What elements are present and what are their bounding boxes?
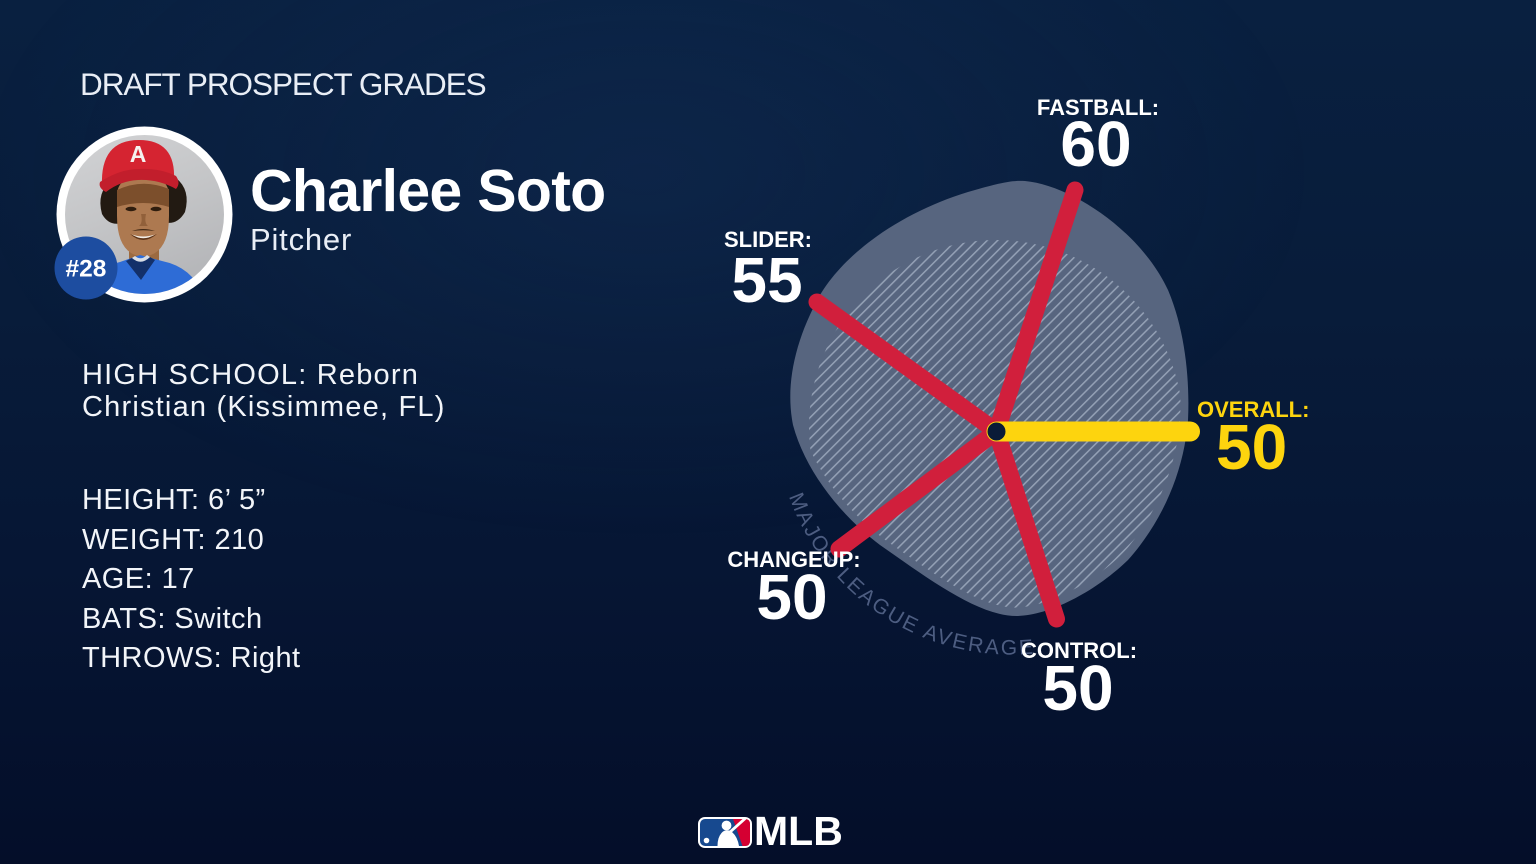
svg-text:#28: #28: [66, 256, 107, 283]
svg-text:A: A: [130, 141, 147, 167]
